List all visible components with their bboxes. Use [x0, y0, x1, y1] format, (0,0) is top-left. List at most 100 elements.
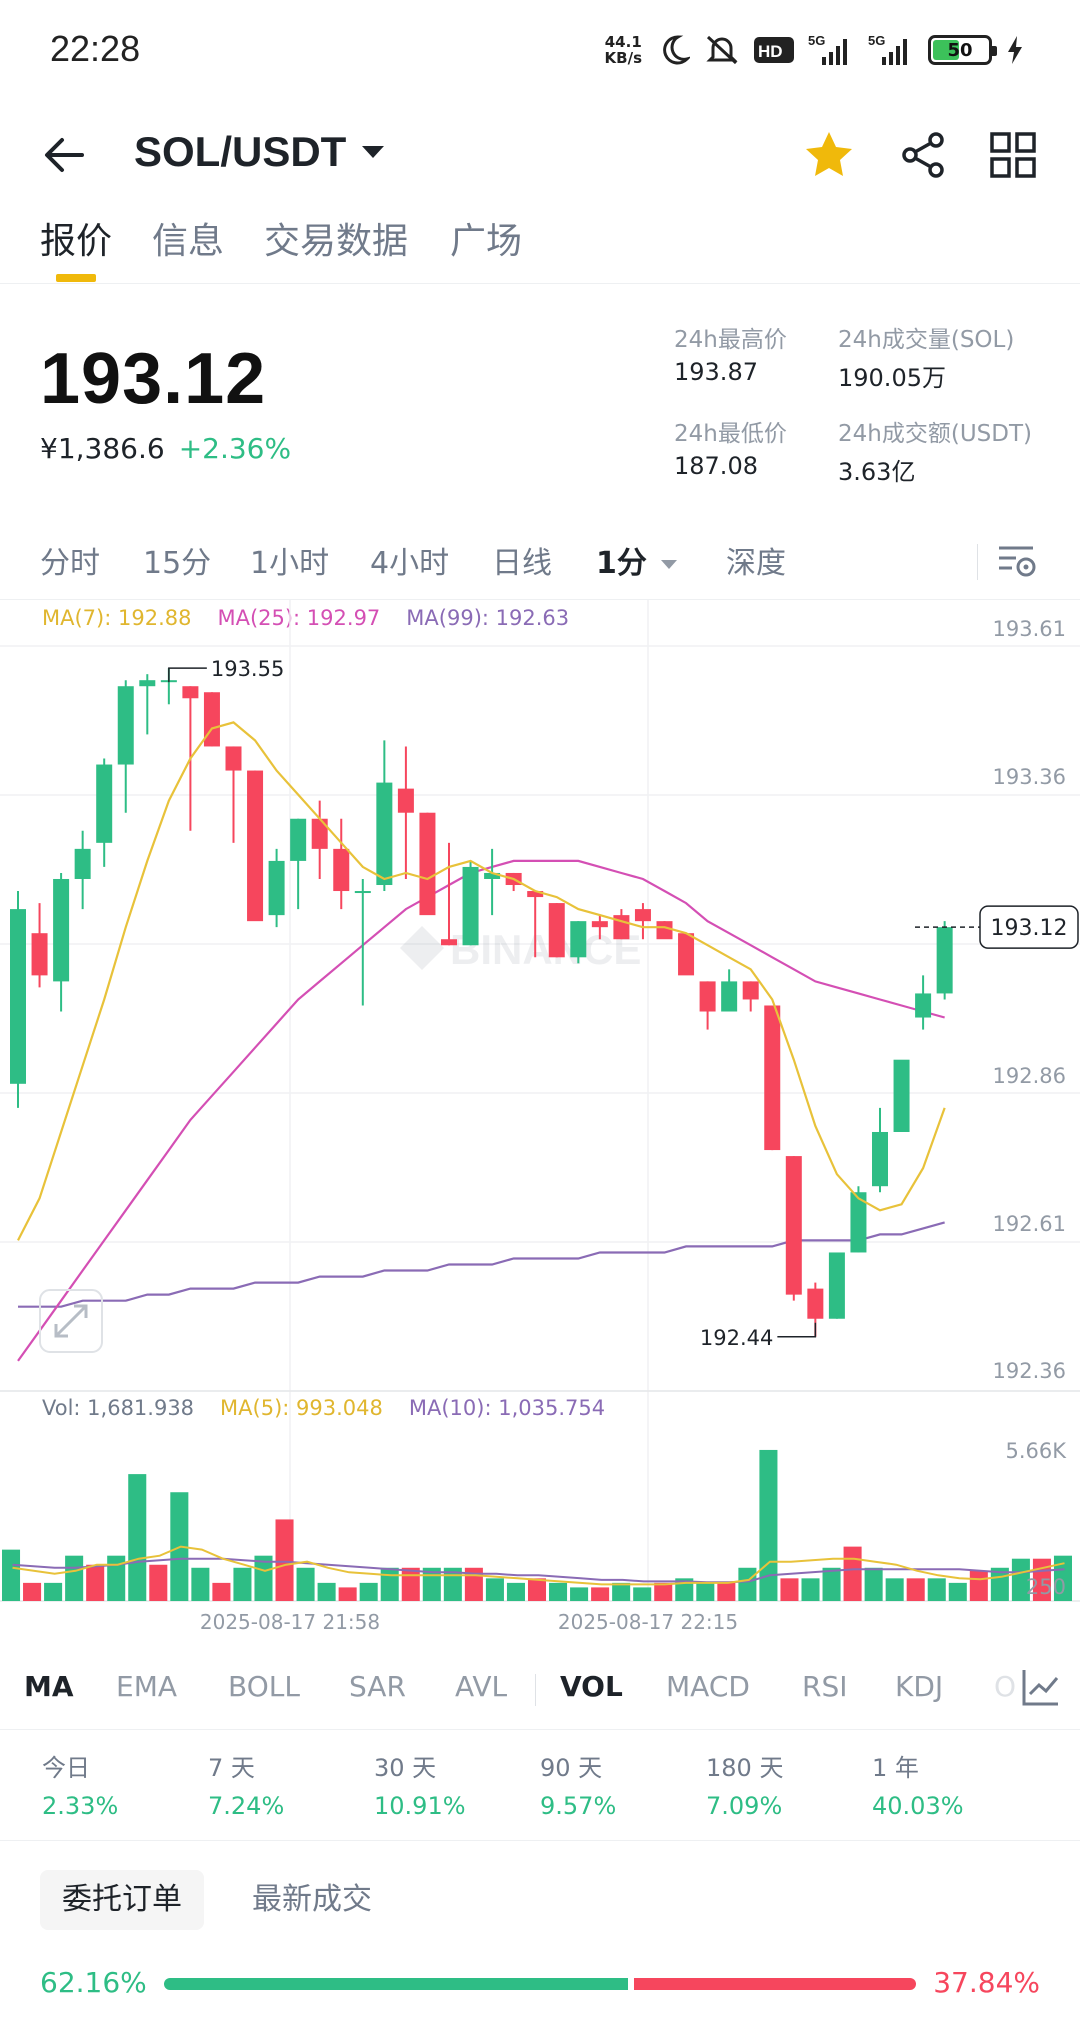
divider: [0, 1840, 1080, 1841]
buy-ratio: 62.16%: [40, 1966, 147, 1999]
volume-bar: [759, 1449, 778, 1601]
tab-square[interactable]: 广场: [450, 221, 523, 262]
candle-body: [893, 1059, 910, 1132]
svg-text:5G: 5G: [808, 33, 825, 48]
candle-body: [419, 812, 436, 916]
buy-ratio-bar: [164, 1978, 628, 1990]
chart-settings-button[interactable]: [996, 540, 1038, 586]
candle-body: [850, 1192, 867, 1253]
perf-value-30d: 10.91%: [374, 1792, 466, 1820]
top-nav: SOL/USDT: [0, 100, 1080, 210]
interval-depth[interactable]: 深度: [726, 546, 786, 581]
status-icons: 44.1 KB/s HD 5G 5G 50: [605, 30, 1024, 70]
watermark-text: BINANCE: [450, 926, 641, 973]
interval-4h[interactable]: 4小时: [370, 546, 450, 581]
indicator-avl[interactable]: AVL: [455, 1670, 508, 1703]
favorite-button[interactable]: [802, 128, 856, 182]
hd-icon: HD: [754, 35, 794, 65]
candle-body: [74, 848, 91, 879]
volume-bar: [1011, 1558, 1030, 1601]
stat-label-low: 24h最低价: [674, 421, 787, 447]
back-button[interactable]: [40, 130, 90, 180]
interval-15m[interactable]: 15分: [143, 546, 212, 581]
volume-bar: [527, 1578, 547, 1601]
perf-value-7d: 7.24%: [208, 1792, 285, 1820]
volume-bar: [696, 1582, 715, 1601]
interval-1h[interactable]: 1小时: [250, 546, 330, 581]
candle-body: [203, 692, 220, 747]
volume-bar: [948, 1582, 967, 1601]
candle-body: [333, 848, 350, 892]
volume-tick-label: 250: [1026, 1575, 1066, 1599]
candle-body: [354, 891, 371, 894]
stat-label-high: 24h最高价: [674, 327, 787, 353]
volume-bar: [906, 1578, 925, 1601]
volume-bar: [485, 1578, 504, 1601]
volume-bar: [212, 1582, 231, 1601]
indicator-macd[interactable]: MACD: [666, 1670, 750, 1703]
last-price: 193.12: [40, 339, 267, 419]
grid-menu-button[interactable]: [986, 128, 1040, 182]
share-icon: [902, 132, 944, 178]
high-marker-line: [168, 667, 207, 683]
tab-order-book[interactable]: 委托订单: [40, 1870, 204, 1930]
price-tick-label: 192.86: [993, 1064, 1066, 1088]
volume-bar: [149, 1564, 168, 1601]
chevron-down-icon: [362, 146, 385, 158]
indicator-kdj[interactable]: KDJ: [895, 1670, 944, 1703]
candle-body: [96, 764, 113, 843]
kline-chart[interactable]: BINANCE 193.61 193.36 192.86 192.61 192.36 5.…: [0, 600, 1080, 1640]
expand-chart-button[interactable]: [39, 1289, 103, 1353]
indicator-vol[interactable]: VOL: [560, 1670, 623, 1703]
interval-1d[interactable]: 日线: [492, 546, 552, 581]
volume-bar: [633, 1587, 652, 1601]
candle-body: [247, 770, 264, 922]
indicator-rsi[interactable]: RSI: [802, 1670, 848, 1703]
indicator-more[interactable]: O: [994, 1670, 1017, 1703]
indicator-sar[interactable]: SAR: [349, 1670, 406, 1703]
interval-1m[interactable]: 1分: [596, 538, 677, 582]
price-cny: ¥1,386.6: [40, 432, 165, 465]
candle-body: [527, 891, 544, 898]
candle-body: [828, 1252, 845, 1319]
ma99-line: [18, 1221, 945, 1308]
ma25-legend: MA(25): 192.97: [217, 606, 381, 630]
share-button[interactable]: [896, 128, 950, 182]
volume-bar: [738, 1567, 757, 1601]
stat-label-turnover: 24h成交额(USDT): [838, 421, 1032, 447]
vol-ma10-path: [12, 1557, 1065, 1584]
pair-selector[interactable]: SOL/USDT: [134, 128, 385, 176]
tab-latest-trades[interactable]: 最新成交: [252, 1882, 372, 1917]
indicator-ema[interactable]: EMA: [116, 1670, 178, 1703]
interval-bar: 分时 15分 1小时 4小时 日线 1分 深度: [0, 530, 1080, 600]
vol-ma5-legend: MA(5): 993.048: [220, 1396, 383, 1420]
time-tick-label: 2025-08-17 22:15: [558, 1610, 738, 1634]
network-speed-unit: KB/s: [604, 49, 642, 67]
volume-bar: [86, 1564, 105, 1601]
volume-bar: [506, 1582, 525, 1601]
charging-icon: [1006, 35, 1024, 65]
candle-body: [785, 1156, 802, 1295]
price-axis: 193.61 193.36 192.86 192.61 192.36 5.66K 250 20…: [200, 617, 1067, 1634]
candle-body: [678, 933, 695, 976]
indicator-boll[interactable]: BOLL: [228, 1670, 300, 1703]
tab-trading-data[interactable]: 交易数据: [264, 221, 409, 262]
active-tab-indicator: [56, 274, 96, 282]
chart-markers: 193.12 193.55 192.44: [168, 657, 1079, 1350]
volume-bar: [843, 1546, 862, 1601]
candle-body: [570, 921, 587, 958]
candle-body: [807, 1288, 824, 1319]
tab-quote[interactable]: 报价: [40, 221, 113, 262]
candle-body: [484, 872, 501, 879]
volume-bar: [969, 1570, 988, 1601]
indicator-ma[interactable]: MA: [24, 1670, 74, 1703]
volume-bar: [591, 1587, 610, 1601]
ma7-path: [17, 721, 946, 1241]
candle-body: [915, 993, 932, 1018]
candle-body: [290, 818, 307, 861]
candle-body: [117, 686, 134, 765]
indicator-chart-button[interactable]: [1020, 1666, 1062, 1712]
volume-tick-label: 5.66K: [1005, 1439, 1067, 1463]
tab-info[interactable]: 信息: [152, 221, 225, 262]
interval-timeline[interactable]: 分时: [40, 546, 100, 581]
